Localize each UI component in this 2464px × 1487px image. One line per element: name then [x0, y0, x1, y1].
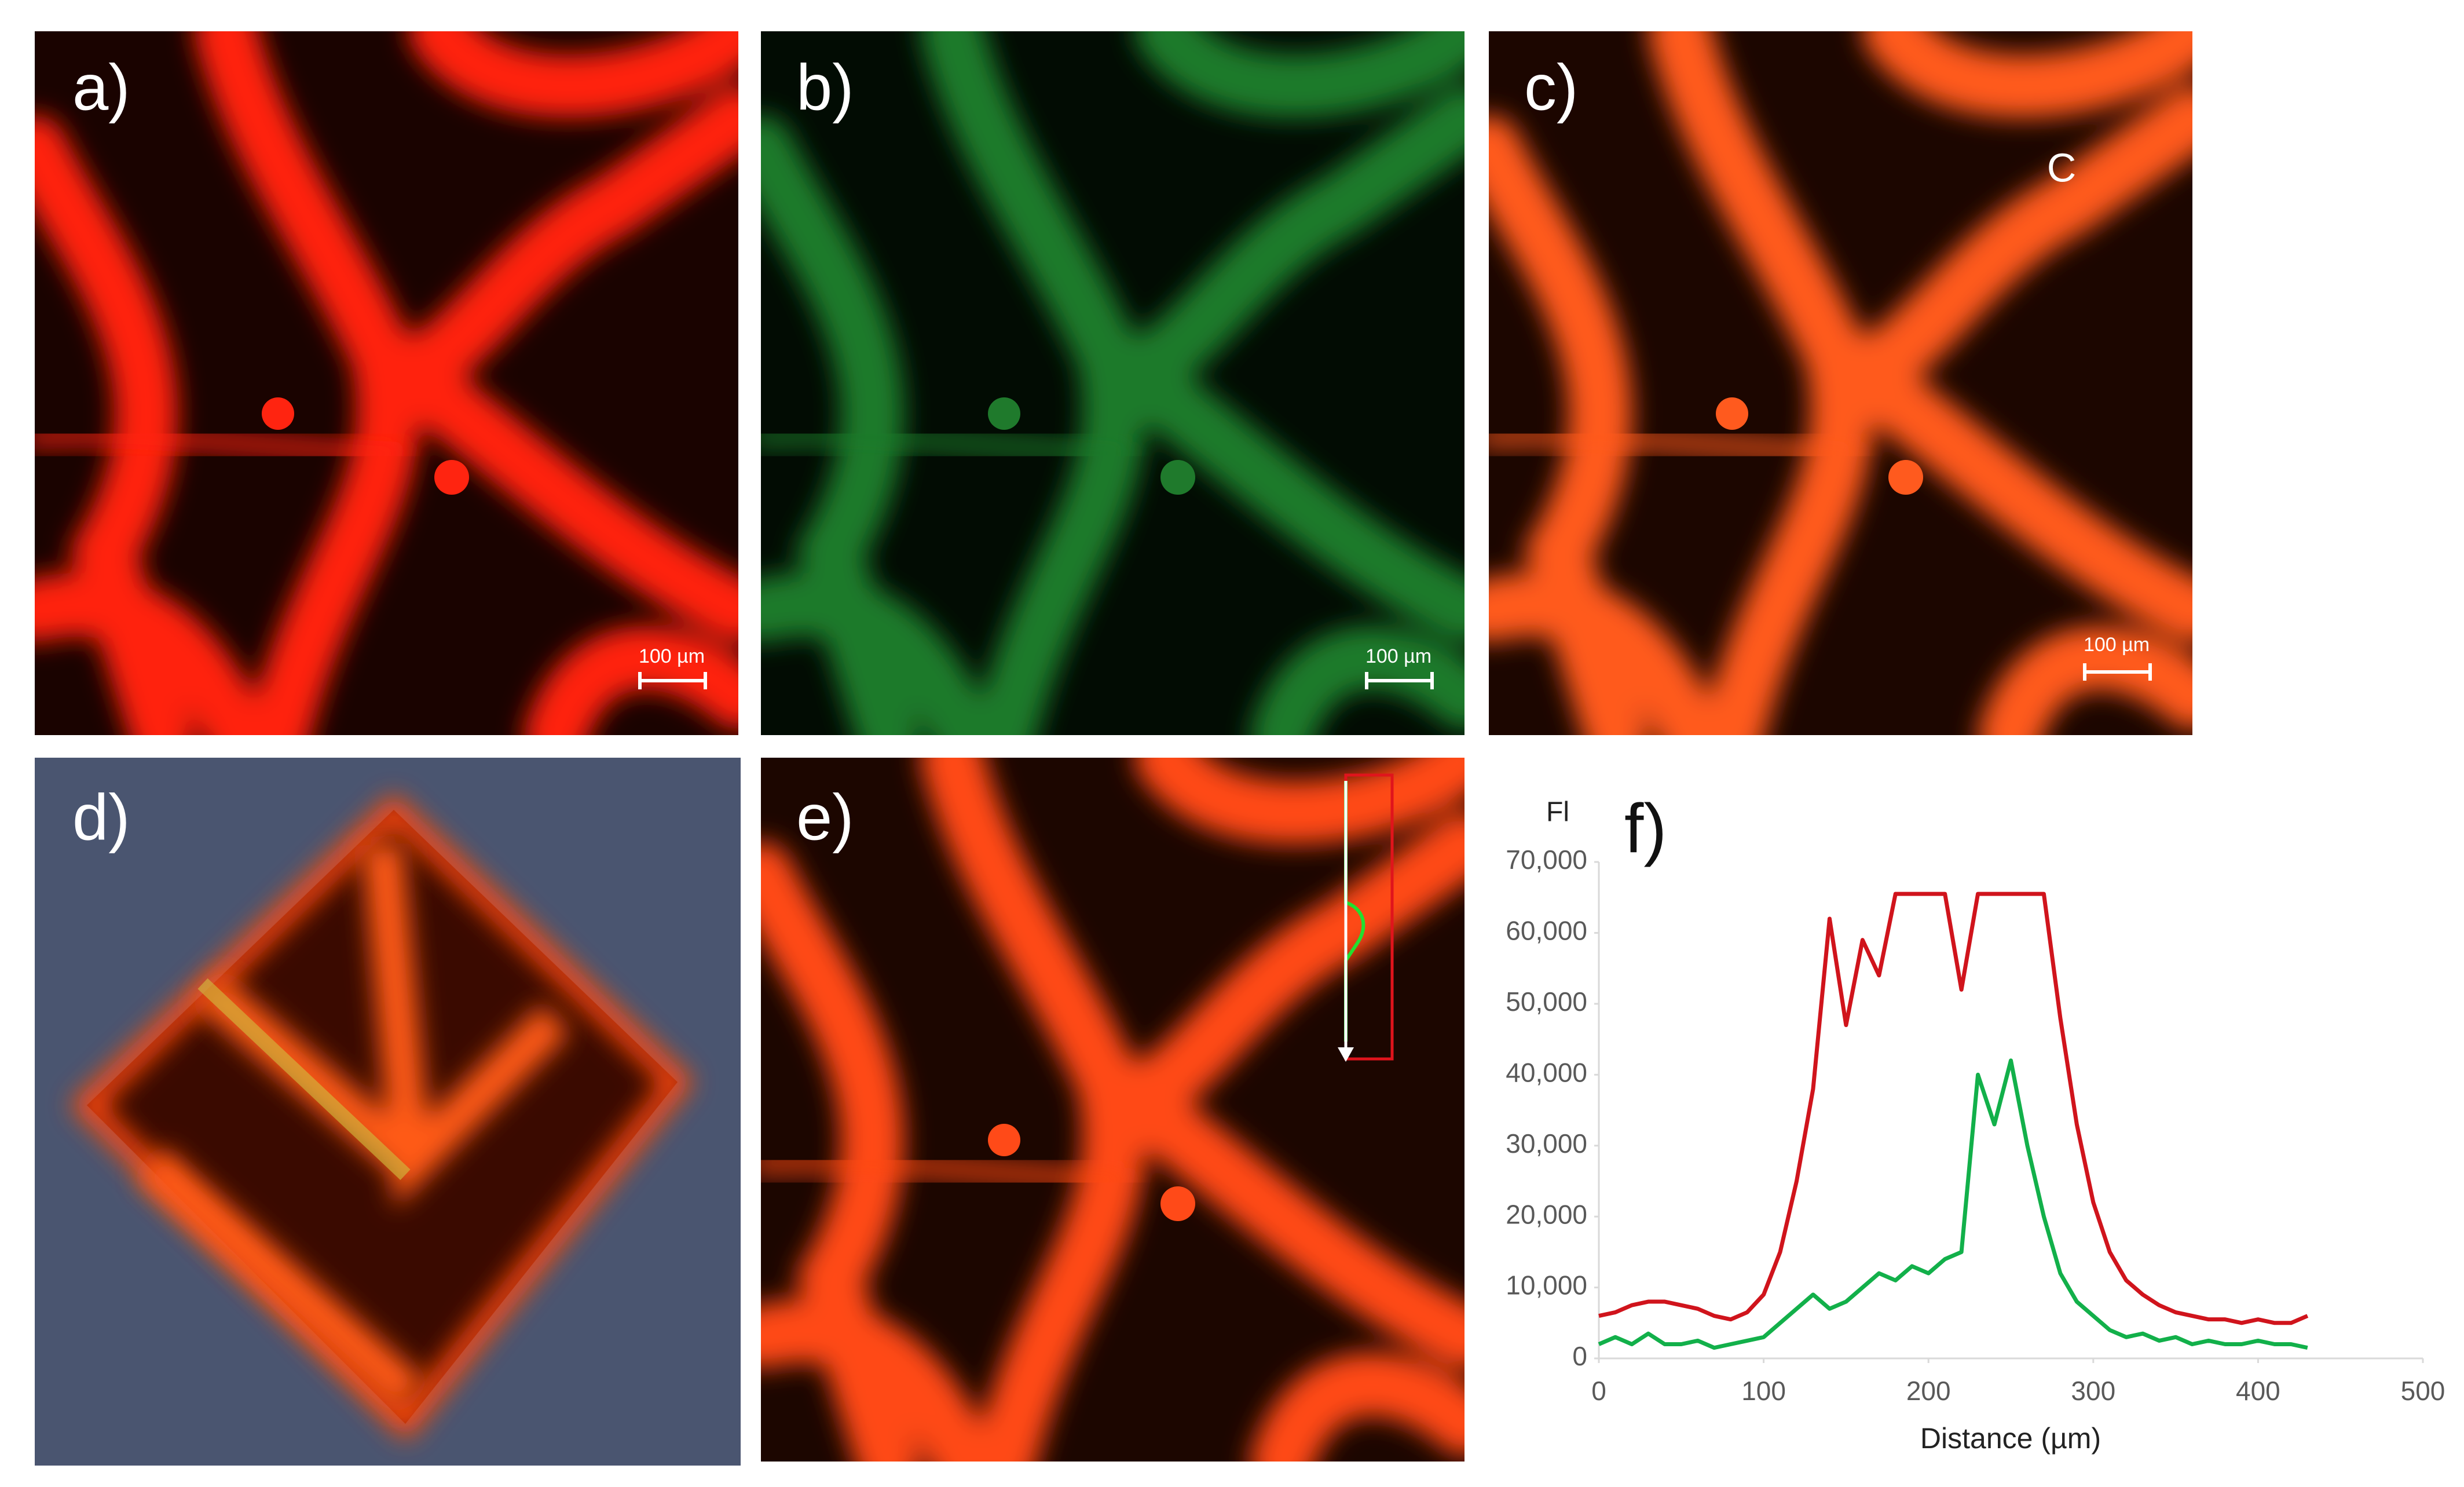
panel-label: c)	[1524, 52, 1578, 124]
y-tick-label: 60,000	[1506, 916, 1587, 946]
x-tick-label: 200	[1906, 1376, 1951, 1406]
x-axis-label: Distance (µm)	[1920, 1422, 2101, 1455]
series-line	[1598, 1058, 2308, 1350]
y-axis-label: Fl	[1546, 797, 1569, 828]
x-tick-label: 300	[2071, 1376, 2115, 1406]
x-tick-label: 500	[2401, 1376, 2445, 1406]
y-tick-label: 0	[1572, 1341, 1587, 1371]
x-tick-label: 0	[1591, 1376, 1606, 1406]
y-tick-label: 50,000	[1506, 987, 1587, 1017]
panel-label: e)	[796, 781, 854, 854]
panel-b	[761, 31, 1465, 735]
scale-bar	[638, 672, 707, 689]
scale-bar	[1365, 672, 1434, 689]
panel-label: d)	[72, 781, 130, 854]
scale-bar-label: 100 µm	[1365, 645, 1431, 667]
scale-bar-label: 100 µm	[639, 645, 705, 667]
scale-bar-label: 100 µm	[2084, 634, 2150, 656]
panel-c	[1489, 31, 2192, 735]
x-tick-label: 400	[2236, 1376, 2280, 1406]
panel-label: a)	[72, 52, 130, 124]
y-tick-label: 20,000	[1506, 1199, 1587, 1229]
y-tick-label: 40,000	[1506, 1057, 1587, 1087]
panel-d	[35, 758, 741, 1466]
annotation: C	[2047, 145, 2077, 190]
scale-bars: 100 µm 100 µm 100 µm	[638, 634, 2152, 689]
y-tick-label: 30,000	[1506, 1128, 1587, 1159]
chart-title: f)	[1624, 790, 1667, 868]
panel-a	[35, 31, 738, 735]
x-tick-label: 100	[1741, 1376, 1786, 1406]
plot: 0 10,000 20,000 30,000 40,000 50,000 60,000 70,…	[1506, 845, 2445, 1406]
panel-label: b)	[796, 52, 854, 124]
panel-e	[761, 758, 1465, 1462]
y-tick-label: 70,000	[1506, 845, 1587, 875]
y-tick-label: 10,000	[1506, 1270, 1587, 1300]
series-line	[1598, 892, 2309, 1325]
scale-bar	[2083, 663, 2152, 681]
